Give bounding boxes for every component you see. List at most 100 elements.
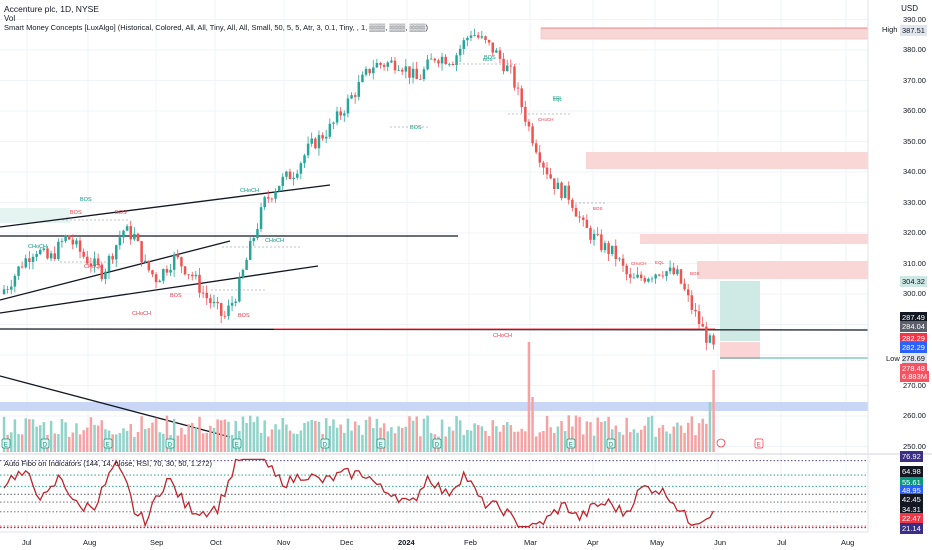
event-marker (320, 438, 330, 449)
oscillator-legend[interactable]: Auto Fibo on Indicators (144, 14, close,… (4, 459, 213, 468)
candle-body (379, 62, 382, 65)
grid-lines (0, 0, 868, 532)
candle-body (665, 271, 668, 277)
volume-bar (621, 434, 625, 452)
candle-body (10, 286, 13, 290)
volume-bar (143, 429, 147, 452)
candle-body (549, 174, 552, 179)
volume-bar (245, 422, 248, 452)
price-tick: 330.00 (903, 197, 926, 207)
candle-body (480, 36, 484, 38)
volume-bar (303, 422, 306, 452)
volume-bar (636, 432, 639, 452)
price-tag: 387.51 (900, 25, 927, 36)
volume-bar (477, 425, 480, 452)
candle-body (191, 274, 194, 277)
volume-bar (513, 431, 516, 452)
price-tag: 278.69 (900, 353, 927, 364)
candle-body (639, 274, 643, 279)
candle-body (621, 258, 625, 266)
volume-bar (20, 434, 24, 452)
volume-bar (78, 434, 82, 452)
volume-bar (24, 418, 28, 452)
price-tick: 300.00 (903, 289, 926, 298)
candle-body (285, 171, 288, 177)
candle-body (172, 254, 176, 270)
candle-body (361, 74, 364, 82)
candle-body (96, 258, 100, 265)
candle-body (382, 64, 386, 67)
time-tick: Aug (83, 538, 97, 547)
candle-body (592, 233, 596, 240)
volume-bar (549, 427, 552, 452)
volume-bar (361, 434, 364, 452)
candle-body (625, 265, 628, 275)
smc-label: CHoCH (84, 264, 103, 270)
candle-body (28, 258, 31, 263)
volume-bar (686, 422, 690, 452)
candle-body (230, 302, 234, 306)
volume-bar (393, 433, 397, 452)
candle-body (697, 311, 701, 325)
candle-body (679, 269, 683, 284)
event-marker (376, 438, 386, 449)
candle-body (321, 135, 324, 139)
volume-bar (527, 342, 531, 452)
oscillator-tag: 64.98 (900, 466, 923, 477)
volume-bar (592, 435, 596, 452)
candle-body (180, 257, 183, 267)
candle-body (694, 309, 697, 312)
volume-bar (382, 423, 386, 452)
oscillator-tag: 55.61 (900, 477, 923, 488)
event-marker-label: D (435, 443, 440, 449)
candle-body (705, 326, 708, 343)
candle-body (498, 50, 502, 59)
price-tick: 270.00 (903, 380, 926, 390)
volume-bar (151, 422, 154, 452)
candle-body (346, 98, 350, 114)
smc-label: BOS (484, 55, 496, 61)
event-marker (1, 438, 11, 449)
volume-bar (285, 424, 288, 452)
volume-bar (172, 418, 176, 452)
candle-body (527, 121, 531, 127)
candle-body (433, 58, 437, 61)
candle-body (2, 289, 6, 294)
volume-band (0, 402, 868, 411)
event-marker-label: E (235, 443, 239, 449)
candle-body (42, 248, 46, 250)
candle-body (143, 260, 147, 263)
volume-bar (375, 418, 379, 452)
candle-body (636, 274, 639, 278)
price-tick: 390.00 (903, 14, 926, 24)
price-tick: 380.00 (903, 45, 926, 54)
volume-bar (462, 434, 466, 452)
volume-bar (643, 425, 647, 452)
smc-indicator-legend[interactable]: Smart Money Concepts [LuxAlgo] (Historic… (4, 23, 428, 32)
volume-bar (335, 427, 339, 452)
volume-bar (2, 416, 6, 452)
time-tick: Jul (777, 538, 787, 547)
volume-bar (607, 416, 610, 452)
volume-bar (332, 419, 335, 452)
volume-bar (589, 422, 592, 452)
time-tick: Mar (524, 538, 537, 547)
candle-body (632, 277, 636, 279)
candle-body (100, 264, 104, 280)
volume-bar (42, 422, 46, 452)
volume-bar (650, 415, 654, 452)
volume-bar (64, 422, 67, 452)
candle-body (39, 249, 42, 255)
candle-body (118, 237, 122, 246)
candle-body (154, 274, 158, 283)
candle-body (147, 260, 151, 271)
smc-label: BOS (483, 57, 493, 62)
candle-body (194, 274, 198, 277)
volume-bar (288, 430, 292, 452)
volume-bar (524, 431, 527, 452)
event-marker-label: D (43, 443, 48, 449)
time-tick: Sep (150, 538, 164, 547)
volume-bar (13, 419, 17, 452)
